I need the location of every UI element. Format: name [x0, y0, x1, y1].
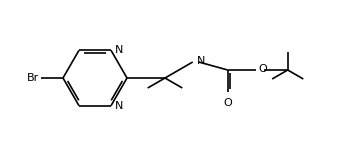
- Text: N: N: [197, 56, 205, 66]
- Text: N: N: [115, 101, 123, 111]
- Text: Br: Br: [27, 73, 39, 83]
- Text: N: N: [115, 45, 123, 55]
- Text: O: O: [223, 98, 232, 108]
- Text: O: O: [259, 64, 268, 74]
